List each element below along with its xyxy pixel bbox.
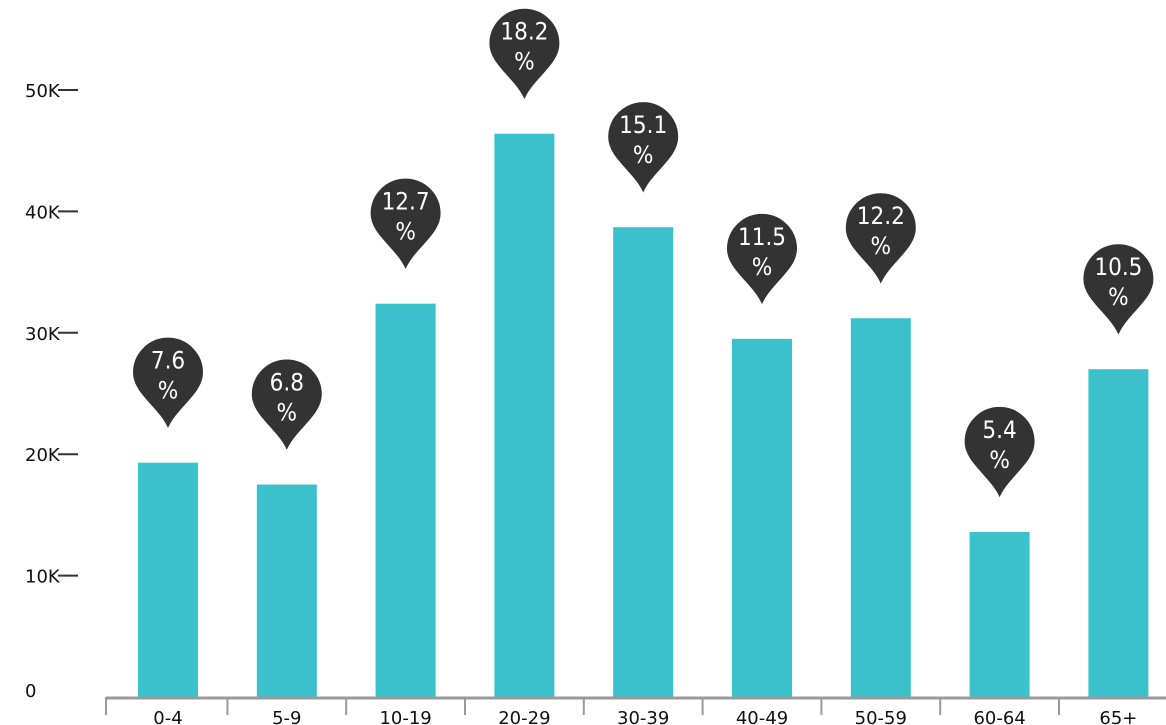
bar-65+ xyxy=(1088,369,1149,697)
x-category-label: 60-64 xyxy=(973,708,1025,725)
percent-sign-label: % xyxy=(989,446,1010,474)
percent-value-label: 15.1 xyxy=(619,111,667,139)
percent-pin: 6.8% xyxy=(249,357,324,456)
percent-pin: 5.4% xyxy=(962,404,1037,503)
x-category-label: 30-39 xyxy=(617,708,669,725)
percent-sign-label: % xyxy=(752,253,773,281)
pin-marker-icon xyxy=(724,211,800,310)
x-category-label: 20-29 xyxy=(498,708,550,725)
percent-pin: 11.5% xyxy=(724,211,800,310)
percent-pin: 15.1% xyxy=(606,100,681,199)
bar-0-4 xyxy=(138,462,198,697)
percent-value-label: 12.7 xyxy=(382,188,430,216)
percent-value-label: 11.5 xyxy=(738,223,786,251)
percent-sign-label: % xyxy=(871,232,892,260)
percent-sign-label: % xyxy=(633,141,654,169)
percent-sign-label: % xyxy=(158,377,179,405)
pin-marker-icon xyxy=(843,191,918,290)
percent-pin: 18.2% xyxy=(487,6,562,105)
x-category-label: 10-19 xyxy=(379,708,431,725)
x-category-label: 65+ xyxy=(1099,708,1137,725)
y-tick-label: 40K xyxy=(25,202,61,223)
percent-pin: 10.5% xyxy=(1081,242,1156,341)
x-category-label: 5-9 xyxy=(272,708,301,725)
x-axis: 0-4 5-9 10-19 20-29 30-39 40-49 50-59 60-64 65+ xyxy=(105,696,1166,725)
percent-pin: 7.6% xyxy=(130,335,206,434)
bar-30-39 xyxy=(613,227,674,697)
bar-60-64 xyxy=(969,531,1030,697)
bar-40-49 xyxy=(732,338,792,697)
percent-value-label: 18.2 xyxy=(500,18,548,46)
x-category-label: 40-49 xyxy=(736,708,788,725)
pin-marker-icon xyxy=(962,404,1037,503)
bars xyxy=(138,133,1149,698)
y-tick-label: 10K xyxy=(25,567,61,588)
percent-value-label: 12.2 xyxy=(857,202,905,230)
percent-value-label: 5.4 xyxy=(982,416,1016,444)
y-tick-label: 20K xyxy=(25,445,61,466)
pin-marker-icon xyxy=(130,335,206,434)
pin-marker-icon xyxy=(487,6,562,105)
percent-value-label: 10.5 xyxy=(1094,253,1142,281)
percent-sign-label: % xyxy=(1108,283,1129,311)
pin-marker-icon xyxy=(368,176,443,275)
percent-value-label: 7.6 xyxy=(151,347,185,375)
percent-sign-label: % xyxy=(395,218,416,246)
y-tick-label: 0 xyxy=(25,681,36,702)
x-category-label: 0-4 xyxy=(153,708,182,725)
percent-value-label: 6.8 xyxy=(270,369,304,397)
percent-sign-label: % xyxy=(514,48,535,76)
y-tick-label: 30K xyxy=(25,324,61,345)
percent-pin: 12.7% xyxy=(368,176,443,275)
bar-50-59 xyxy=(850,318,911,697)
pin-marker-icon xyxy=(1081,242,1156,341)
percent-pin: 12.2% xyxy=(843,191,918,290)
y-axis: 0 10K 20K 30K 40K 50K xyxy=(25,81,78,702)
percent-pins: 7.6% 6.8%12.7%18.2%15.1%11.5%12.2%5.4%10.… xyxy=(130,6,1156,503)
percent-sign-label: % xyxy=(277,399,298,427)
bar-20-29 xyxy=(494,133,555,698)
bar-10-19 xyxy=(375,303,436,697)
pin-marker-icon xyxy=(249,357,324,456)
x-category-label: 50-59 xyxy=(855,708,907,725)
y-tick-label: 50K xyxy=(25,81,61,102)
bar-5-9 xyxy=(256,484,317,697)
pin-marker-icon xyxy=(606,100,681,199)
